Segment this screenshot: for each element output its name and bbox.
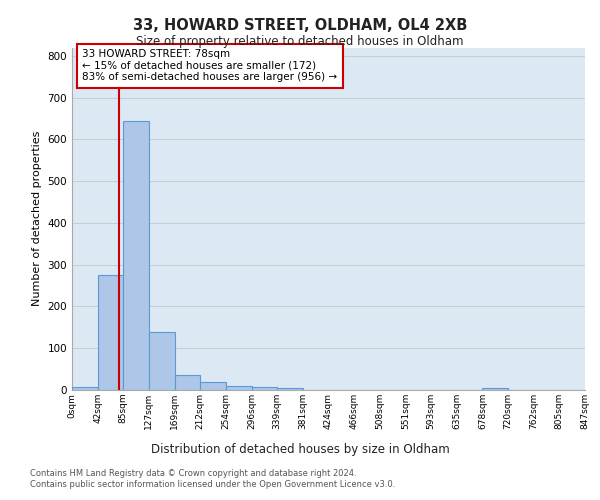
Bar: [124, 120, 149, 390]
Bar: [98, 275, 124, 390]
Text: Contains public sector information licensed under the Open Government Licence v3: Contains public sector information licen…: [30, 480, 395, 489]
Bar: [200, 382, 226, 390]
Text: 33, HOWARD STREET, OLDHAM, OL4 2XB: 33, HOWARD STREET, OLDHAM, OL4 2XB: [133, 18, 467, 32]
Bar: [175, 374, 200, 390]
Y-axis label: Number of detached properties: Number of detached properties: [32, 131, 42, 306]
Text: Contains HM Land Registry data © Crown copyright and database right 2024.: Contains HM Land Registry data © Crown c…: [30, 468, 356, 477]
Bar: [226, 386, 251, 390]
Bar: [72, 387, 98, 390]
Text: 33 HOWARD STREET: 78sqm
← 15% of detached houses are smaller (172)
83% of semi-d: 33 HOWARD STREET: 78sqm ← 15% of detache…: [82, 49, 337, 82]
Bar: [251, 388, 277, 390]
Bar: [149, 332, 175, 390]
Text: Size of property relative to detached houses in Oldham: Size of property relative to detached ho…: [136, 35, 464, 48]
Bar: [277, 388, 303, 390]
Bar: [482, 388, 508, 390]
Text: Distribution of detached houses by size in Oldham: Distribution of detached houses by size …: [151, 442, 449, 456]
